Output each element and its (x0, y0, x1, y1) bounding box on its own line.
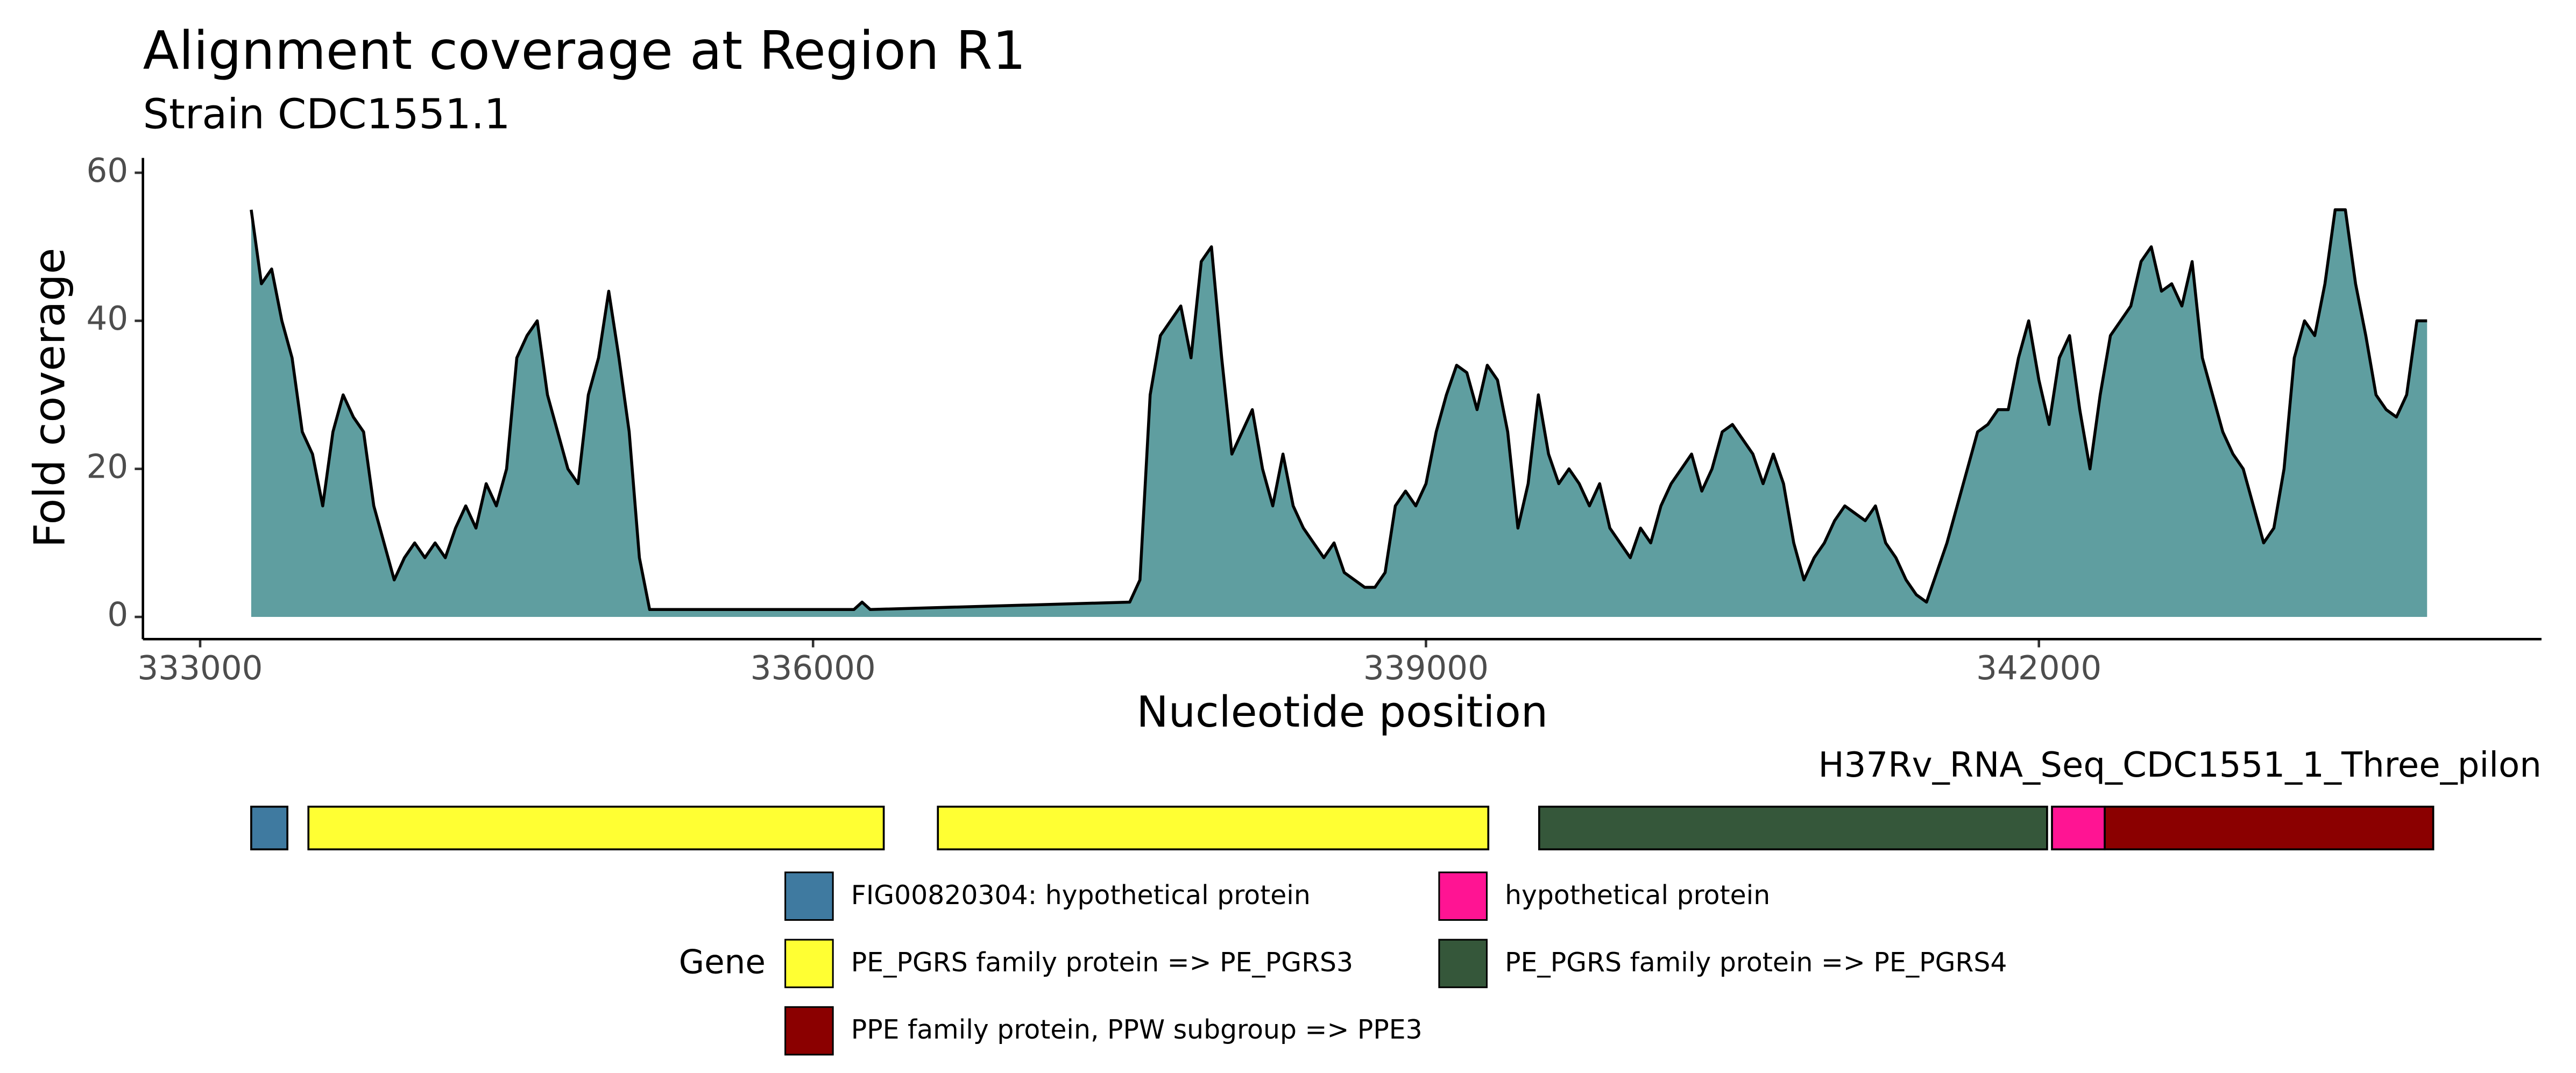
legend-label: hypothetical protein (1505, 880, 1770, 911)
y-tick-label: 60 (86, 152, 128, 190)
y-axis-label: Fold coverage (25, 248, 75, 548)
y-tick-label: 0 (107, 596, 128, 634)
legend-key (784, 1006, 834, 1056)
legend-key (784, 871, 834, 921)
chart-title: Alignment coverage at Region R1 (143, 20, 1026, 82)
track-title: H37Rv_RNA_Seq_CDC1551_1_Three_pilon (1818, 745, 2541, 785)
legend-label: PE_PGRS family protein => PE_PGRS3 (851, 947, 1353, 978)
y-tick-label: 20 (86, 447, 128, 486)
coverage-line (250, 208, 2428, 612)
x-tick-label: 336000 (751, 649, 876, 687)
y-tick-label: 40 (86, 300, 128, 338)
gene-box (307, 805, 885, 851)
gene-box (2051, 805, 2106, 851)
chart-subtitle: Strain CDC1551.1 (143, 90, 511, 138)
legend-key (1438, 871, 1488, 921)
x-axis-label: Nucleotide position (1136, 687, 1548, 737)
gene-box (937, 805, 1490, 851)
legend-key (1438, 939, 1488, 989)
x-tick-label: 342000 (1976, 649, 2101, 687)
x-tick-label: 333000 (137, 649, 263, 687)
gene-box (1538, 805, 2048, 851)
legend-label: PE_PGRS family protein => PE_PGRS4 (1505, 947, 2007, 978)
gene-box (250, 805, 288, 851)
legend-title: Gene (679, 943, 766, 982)
coverage-area (251, 209, 2428, 617)
x-tick-label: 339000 (1363, 649, 1489, 687)
gene-box (2104, 805, 2435, 851)
legend-label: PPE family protein, PPW subgroup => PPE3 (851, 1014, 1423, 1045)
legend-key (784, 939, 834, 989)
legend-label: FIG00820304: hypothetical protein (851, 880, 1311, 911)
